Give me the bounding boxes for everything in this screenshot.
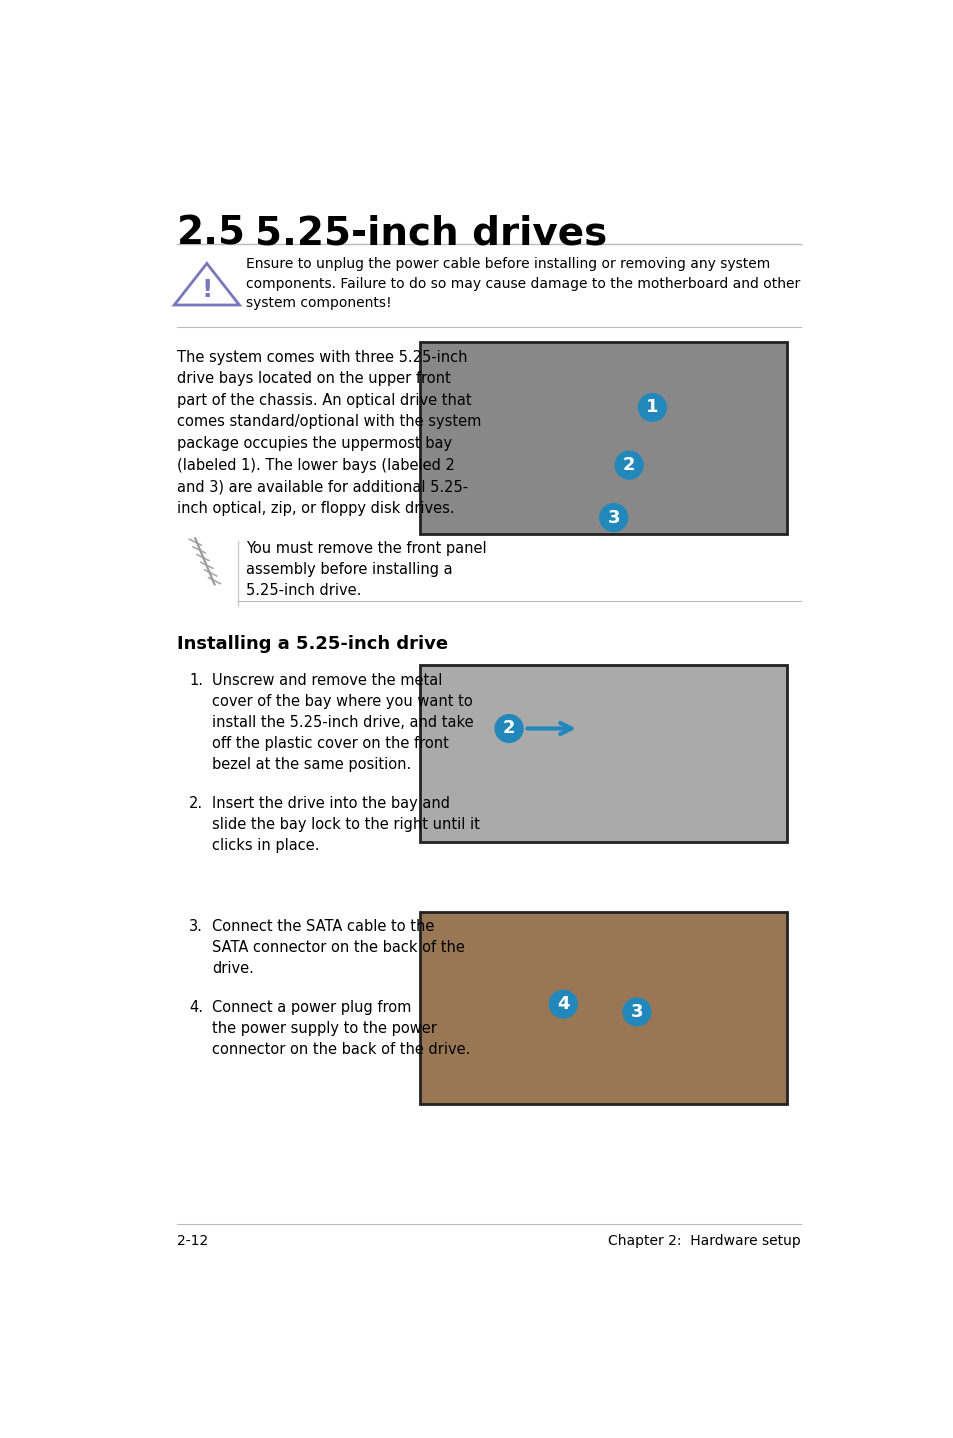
Text: 3.: 3. xyxy=(189,919,203,935)
Circle shape xyxy=(495,715,522,742)
Text: 5.25-inch drives: 5.25-inch drives xyxy=(254,214,606,253)
Text: Chapter 2:  Hardware setup: Chapter 2: Hardware setup xyxy=(608,1234,801,1248)
Text: 3: 3 xyxy=(607,509,619,526)
FancyBboxPatch shape xyxy=(419,342,786,535)
FancyBboxPatch shape xyxy=(419,666,786,843)
Text: The system comes with three 5.25-inch
drive bays located on the upper front
part: The system comes with three 5.25-inch dr… xyxy=(177,349,481,516)
Text: 2.5: 2.5 xyxy=(177,214,246,253)
Text: !: ! xyxy=(201,279,213,302)
Text: 1.: 1. xyxy=(189,673,203,687)
FancyBboxPatch shape xyxy=(419,912,786,1104)
Text: 2-12: 2-12 xyxy=(177,1234,209,1248)
Text: 2: 2 xyxy=(622,456,635,475)
Circle shape xyxy=(615,452,642,479)
Text: You must remove the front panel
assembly before installing a
5.25-inch drive.: You must remove the front panel assembly… xyxy=(245,541,486,598)
Text: Ensure to unplug the power cable before installing or removing any system
compon: Ensure to unplug the power cable before … xyxy=(245,257,799,311)
Text: 2: 2 xyxy=(502,719,515,738)
Circle shape xyxy=(549,991,577,1018)
Text: 4.: 4. xyxy=(189,1001,203,1015)
Circle shape xyxy=(599,503,627,532)
Text: Connect the SATA cable to the
SATA connector on the back of the
drive.: Connect the SATA cable to the SATA conne… xyxy=(212,919,465,976)
Circle shape xyxy=(638,394,666,421)
Text: Installing a 5.25-inch drive: Installing a 5.25-inch drive xyxy=(177,634,448,653)
Text: Insert the drive into the bay and
slide the bay lock to the right until it
click: Insert the drive into the bay and slide … xyxy=(212,797,479,853)
Text: 1: 1 xyxy=(645,398,658,417)
Text: Unscrew and remove the metal
cover of the bay where you want to
install the 5.25: Unscrew and remove the metal cover of th… xyxy=(212,673,474,772)
Text: 4: 4 xyxy=(557,995,569,1014)
Text: 2.: 2. xyxy=(189,797,203,811)
Text: 3: 3 xyxy=(630,1002,642,1021)
Text: Connect a power plug from
the power supply to the power
connector on the back of: Connect a power plug from the power supp… xyxy=(212,1001,470,1057)
Circle shape xyxy=(622,998,650,1025)
